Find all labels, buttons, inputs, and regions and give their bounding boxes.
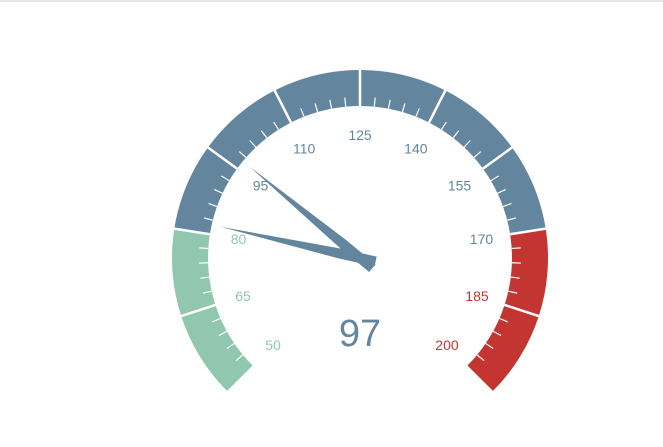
gauge-tick-label: 65 <box>235 288 251 304</box>
gauge-tick-label: 170 <box>470 231 494 247</box>
gauge-tick-label: 50 <box>265 337 281 353</box>
gauge-pointers <box>220 167 376 272</box>
gauge-major-ticks <box>174 70 545 316</box>
gauge-tick-label: 185 <box>465 288 489 304</box>
gauge-band-2 <box>467 229 548 391</box>
gauge-minor-tick <box>345 98 346 107</box>
gauge-tick-label: 155 <box>448 178 472 194</box>
gauge-tick-label: 110 <box>293 140 316 156</box>
gauge-tick-label: 80 <box>231 231 247 247</box>
gauge-tick-label: 125 <box>348 127 372 143</box>
gauge-tick-label: 200 <box>435 337 459 353</box>
gauge-tick-label: 140 <box>404 140 428 156</box>
gauge-minor-tick <box>199 248 208 249</box>
gauge-minor-tick <box>512 248 521 249</box>
gauge-band-0 <box>172 229 253 391</box>
gauge-value-readout: 97 <box>339 313 381 355</box>
gauge-minor-tick <box>374 98 375 107</box>
